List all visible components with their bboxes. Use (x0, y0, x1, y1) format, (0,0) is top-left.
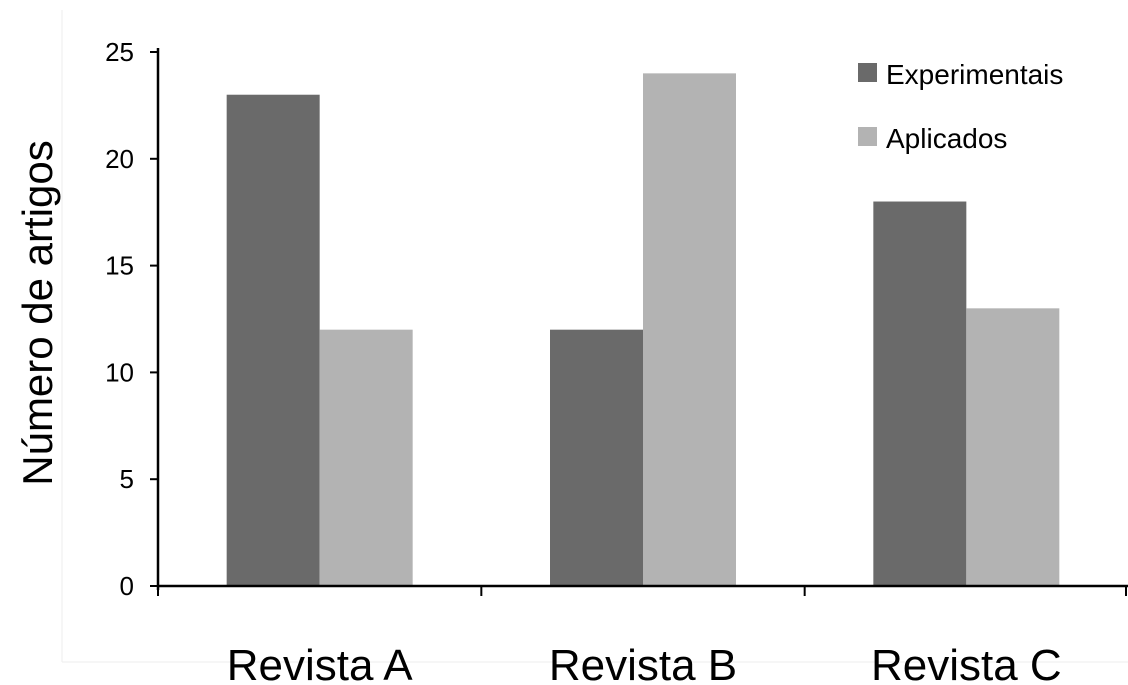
legend-swatch (858, 127, 877, 146)
bar-experimentais-1 (226, 94, 320, 586)
x-ticks-group (157, 586, 1127, 596)
y-tick-label: 10 (105, 357, 134, 387)
y-tick-label: 0 (120, 571, 134, 601)
bar-experimentais-3 (873, 201, 967, 586)
bar-experimentais-2 (550, 329, 643, 586)
legend: Experimentais Aplicados (858, 59, 1063, 154)
bars-group (226, 73, 1060, 587)
y-tick-label: 20 (105, 144, 134, 174)
y-ticks-group: 0 5 10 15 20 25 (105, 37, 158, 601)
bar-aplicados-3 (966, 308, 1060, 586)
bar-aplicados-1 (319, 329, 413, 586)
legend-label: Aplicados (886, 123, 1007, 154)
y-tick-label: 5 (120, 464, 134, 494)
y-axis-title: Número de artigos (14, 140, 61, 486)
category-labels-group: Revista A Revista B Revista C (227, 641, 1062, 685)
category-label: Revista A (227, 641, 414, 685)
category-label: Revista B (549, 641, 737, 685)
legend-swatch (858, 63, 877, 82)
y-tick-label: 25 (105, 37, 134, 67)
y-tick-label: 15 (105, 251, 134, 281)
bar-aplicados-2 (643, 73, 736, 587)
category-label: Revista C (871, 641, 1062, 685)
legend-label: Experimentais (886, 59, 1063, 90)
